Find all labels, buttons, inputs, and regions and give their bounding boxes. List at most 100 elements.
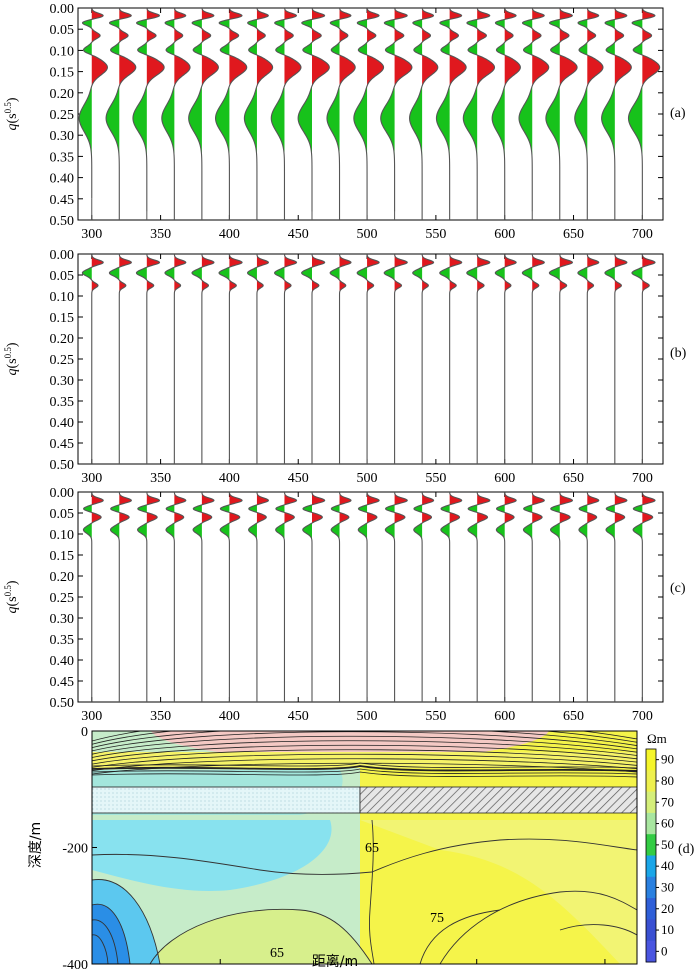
trace: [297, 7, 330, 220]
colorbar: 90 80 70 60 50 40 30 20 10 0: [645, 748, 674, 963]
x-tick-label: 600: [494, 471, 515, 486]
trace-wiggle: [273, 253, 298, 464]
trace: [248, 491, 270, 702]
y-tick-label: 0.50: [50, 458, 75, 473]
trace-negative-fill: [136, 254, 147, 464]
trace: [384, 491, 408, 702]
trace-negative-fill: [601, 8, 615, 220]
trace-negative-fill: [330, 254, 340, 464]
y-tick-label: 0.30: [50, 129, 75, 144]
trace-wiggle: [275, 491, 298, 702]
x-tick-label: 300: [81, 709, 102, 724]
heatmap-bottom-left-cyan: [92, 879, 160, 964]
trace-positive-fill: [532, 8, 549, 212]
trace: [105, 7, 137, 220]
colorbar-swatch: [646, 791, 656, 814]
trace-positive-fill: [229, 8, 247, 220]
trace-negative-fill: [631, 254, 643, 464]
y-tick-label: 0.20: [50, 332, 75, 347]
trace-wiggle: [605, 491, 628, 702]
trace-wiggle: [81, 253, 104, 464]
trace-wiggle: [413, 491, 435, 702]
trace-positive-fill: [559, 254, 573, 464]
colorbar-swatch: [646, 749, 656, 771]
trace: [191, 253, 215, 464]
trace-positive-fill: [477, 8, 495, 220]
y-tick-label: 0.40: [50, 654, 75, 669]
x-tick-label: 400: [219, 471, 240, 486]
trace-negative-fill: [357, 254, 368, 464]
trace-positive-fill: [642, 8, 660, 220]
trace: [165, 491, 187, 702]
y-tick-label: 0.20: [50, 87, 75, 102]
trace-wiggle: [109, 491, 133, 702]
trace: [494, 253, 517, 464]
trace: [275, 491, 298, 702]
trace-negative-fill: [409, 8, 423, 220]
trace-negative-fill: [164, 254, 175, 464]
trace-wiggle: [380, 7, 413, 212]
y-tick-label: 0.50: [50, 214, 75, 229]
x-axis-ticks-d: 300400500600700: [91, 959, 606, 964]
trace-wiggle: [384, 491, 408, 702]
trace-positive-fill: [422, 8, 438, 220]
trace-negative-fill: [215, 8, 230, 220]
trace-negative-fill: [274, 254, 285, 464]
trace: [356, 253, 380, 464]
y-tick-label: 0.25: [50, 591, 75, 606]
trace-negative-fill: [380, 8, 395, 212]
trace-negative-fill: [436, 8, 450, 220]
trace-positive-fill: [477, 492, 490, 702]
trace-negative-fill: [412, 254, 423, 464]
contour-label-2: 65: [270, 946, 284, 961]
trace: [518, 7, 550, 220]
contour-label-3: 75: [430, 911, 444, 926]
trace: [329, 253, 352, 464]
trace-wiggle: [577, 253, 600, 464]
trace: [109, 491, 133, 702]
x-tick-label: 650: [563, 227, 584, 242]
trace-negative-fill: [439, 254, 450, 464]
y-tick-label: 0.35: [50, 395, 75, 410]
x-tick-label: 500: [357, 227, 378, 242]
colorbar-tick-label: 0: [661, 943, 668, 958]
x-tick-label: 350: [150, 471, 171, 486]
trace-positive-fill: [119, 492, 132, 702]
chart-panel-d: 65 65 75 300400500600700 0-200-400 距离/m …: [28, 725, 674, 969]
trace-negative-fill: [519, 8, 533, 212]
trace-positive-fill: [614, 8, 632, 220]
trace-positive-fill: [201, 8, 219, 220]
trace-wiggle: [218, 253, 243, 464]
trace: [301, 253, 326, 464]
trace-positive-fill: [559, 492, 573, 702]
trace-positive-fill: [367, 492, 380, 702]
y-tick-label: 0.45: [50, 193, 75, 208]
colorbar-tick-label: 70: [661, 794, 674, 809]
trace: [192, 491, 215, 702]
colorbar-swatch: [646, 855, 656, 878]
trace-positive-fill: [256, 8, 273, 220]
chart-panel-c: 0.00 0.05 0.10 0.15 0.20 0.25 0.30 0.35 0.40 0.45…: [3, 486, 664, 724]
trace-positive-fill: [174, 8, 191, 220]
trace: [578, 491, 600, 702]
trace-positive-fill: [256, 492, 269, 702]
trace-negative-fill: [522, 254, 533, 464]
y-axis-title-close: ): [5, 580, 20, 585]
trace-wiggle: [105, 7, 137, 220]
contour-top-band: [92, 768, 637, 775]
trace-positive-fill: [201, 492, 214, 702]
trace-negative-fill: [545, 8, 560, 220]
trace-negative-fill: [188, 8, 202, 220]
trace-negative-fill: [132, 8, 147, 212]
trace: [491, 7, 521, 220]
contour-top: [92, 731, 637, 752]
trace-wiggle: [82, 491, 104, 702]
trace: [574, 7, 604, 220]
trace-negative-fill: [353, 8, 368, 220]
y-tick-label-d: -400: [62, 958, 88, 969]
trace-positive-fill: [394, 492, 408, 702]
trace-wiggle: [545, 7, 578, 220]
trace: [270, 7, 302, 220]
contour-top: [92, 753, 637, 768]
